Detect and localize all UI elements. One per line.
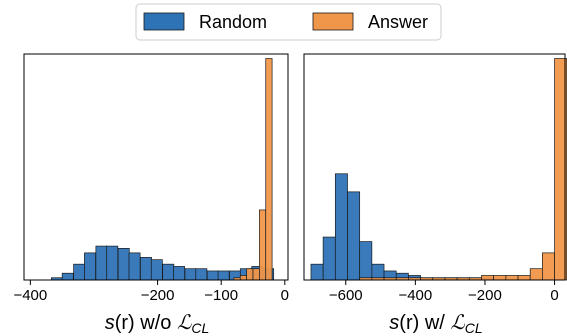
x-label-subscript: CL: [465, 320, 483, 336]
legend-label-random: Random: [199, 12, 267, 32]
bar-random: [106, 245, 119, 281]
bar-random: [334, 173, 348, 281]
x-label-s: s: [105, 312, 115, 334]
bar-answer: [252, 268, 260, 281]
bar-random: [347, 191, 361, 281]
bar-random: [128, 252, 141, 281]
x-label-r: (r): [399, 312, 419, 334]
bar-random: [184, 268, 197, 281]
bar-answer: [265, 58, 273, 281]
bar-random: [61, 272, 74, 281]
x-label-mid: w/: [419, 312, 450, 334]
bar-answer: [505, 275, 519, 281]
x-label-loss: ℒ: [450, 312, 465, 334]
bar-random: [310, 263, 324, 281]
x-tick-label: 0: [281, 287, 289, 304]
legend-frame: [135, 3, 442, 41]
histogram-panel-left: −400 −200 −100 0: [13, 53, 289, 304]
x-label-r: (r): [115, 312, 135, 334]
bar-random: [140, 257, 152, 281]
x-axis-label-right: s(r) w/ ℒCL: [389, 312, 482, 336]
bar-random: [359, 241, 373, 281]
bar-random: [162, 263, 175, 281]
bar-answer: [259, 209, 267, 281]
bar-answer: [246, 268, 254, 281]
x-tick-label: −200: [468, 287, 502, 304]
plot-frame: [23, 53, 289, 281]
bar-answer: [542, 252, 555, 281]
histogram-panel-right: −600 −400 −200 0: [303, 53, 567, 304]
legend-swatch-answer: [312, 12, 354, 31]
bar-random: [206, 270, 219, 281]
bar-answer: [493, 275, 507, 281]
x-label-subscript: CL: [191, 320, 209, 336]
bar-answer: [529, 268, 543, 281]
bar-random: [217, 270, 230, 281]
bar-random: [84, 252, 96, 281]
x-tick-label: −400: [398, 287, 432, 304]
bar-answer: [239, 275, 248, 281]
bar-random: [95, 245, 108, 281]
legend-swatch-random: [143, 12, 185, 31]
x-tick-label: −100: [204, 287, 238, 304]
x-tick-label: −400: [13, 287, 47, 304]
x-tick-label: −600: [329, 287, 363, 304]
x-tick-label: −200: [141, 287, 175, 304]
x-tick-label: 0: [550, 287, 558, 304]
bar-random: [73, 263, 86, 281]
bar-answer: [517, 275, 531, 281]
bar-random: [173, 266, 185, 281]
legend-label-answer: Answer: [368, 12, 428, 32]
legend: Random Answer: [135, 3, 442, 41]
bar-random: [322, 236, 336, 281]
bar-random: [195, 268, 208, 281]
x-axis-label-left: s(r) w/o ℒCL: [105, 312, 210, 336]
bar-random: [117, 248, 130, 281]
plot-frame: [303, 53, 566, 281]
bar-random: [150, 259, 163, 281]
x-label-mid: w/o: [135, 312, 177, 334]
x-label-loss: ℒ: [177, 312, 192, 334]
x-label-s: s: [389, 312, 399, 334]
bar-answer: [481, 275, 495, 281]
